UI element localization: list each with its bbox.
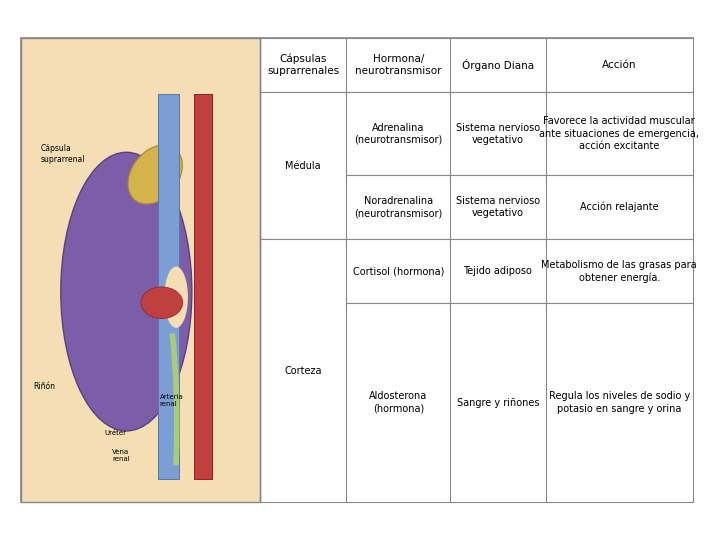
Bar [346, 303, 450, 502]
Text: Sistema nervioso
vegetativo: Sistema nervioso vegetativo [456, 123, 540, 145]
Bar [346, 92, 450, 175]
Bar [450, 303, 546, 502]
Text: Cápsula
suprarrenal: Cápsula suprarrenal [40, 144, 85, 164]
Text: Hormona/
neurotransmisor: Hormona/ neurotransmisor [355, 54, 441, 76]
Bar [450, 239, 546, 303]
Bar [346, 239, 450, 303]
Bar [22, 38, 260, 502]
Text: Metabolismo de las grasas para
obtener energía.: Metabolismo de las grasas para obtener e… [541, 260, 697, 283]
Text: Corteza: Corteza [284, 366, 322, 376]
Ellipse shape [128, 145, 182, 204]
Bar [450, 92, 546, 175]
Bar [546, 303, 693, 502]
Bar [22, 38, 260, 502]
Text: Sistema nervioso
vegetativo: Sistema nervioso vegetativo [456, 196, 540, 218]
Bar [346, 38, 450, 92]
Text: Cápsulas
suprarrenales: Cápsulas suprarrenales [267, 53, 339, 77]
Text: Tejido adiposo: Tejido adiposo [464, 266, 532, 276]
Bar [546, 38, 693, 92]
Text: Acción: Acción [602, 60, 636, 70]
Text: Acción relajante: Acción relajante [580, 202, 659, 212]
Text: Vena
renal: Vena renal [112, 449, 130, 462]
Bar [158, 293, 176, 312]
Bar [546, 239, 693, 303]
Bar [546, 175, 693, 239]
Text: Regula los niveles de sodio y
potasio en sangre y orina: Regula los niveles de sodio y potasio en… [549, 392, 690, 414]
Bar [450, 175, 546, 239]
Bar [260, 239, 346, 502]
Bar [158, 93, 179, 479]
Text: Riñón: Riñón [33, 382, 55, 390]
Text: Noradrenalina
(neurotransmisor): Noradrenalina (neurotransmisor) [354, 196, 443, 218]
Bar [22, 38, 693, 502]
Text: Médula: Médula [285, 161, 321, 171]
Text: Adrenalina
(neurotransmisor): Adrenalina (neurotransmisor) [354, 123, 443, 145]
Bar [546, 92, 693, 175]
Circle shape [141, 287, 183, 319]
Text: Órgano Diana: Órgano Diana [462, 59, 534, 71]
Bar [450, 38, 546, 92]
Text: Favorece la actividad muscular
ante situaciones de emergencia,
acción excitante: Favorece la actividad muscular ante situ… [539, 116, 699, 151]
Ellipse shape [164, 267, 188, 328]
Text: Sangre y riñones: Sangre y riñones [456, 397, 539, 408]
Bar [260, 38, 346, 92]
Text: Aldosterona
(hormona): Aldosterona (hormona) [369, 392, 428, 414]
Bar [346, 175, 450, 239]
Bar [194, 93, 212, 479]
Text: Uréter: Uréter [105, 429, 127, 436]
Text: Arteria
renal: Arteria renal [160, 394, 184, 407]
Ellipse shape [60, 152, 192, 431]
Text: Cortisol (hormona): Cortisol (hormona) [353, 266, 444, 276]
Bar [260, 92, 346, 239]
